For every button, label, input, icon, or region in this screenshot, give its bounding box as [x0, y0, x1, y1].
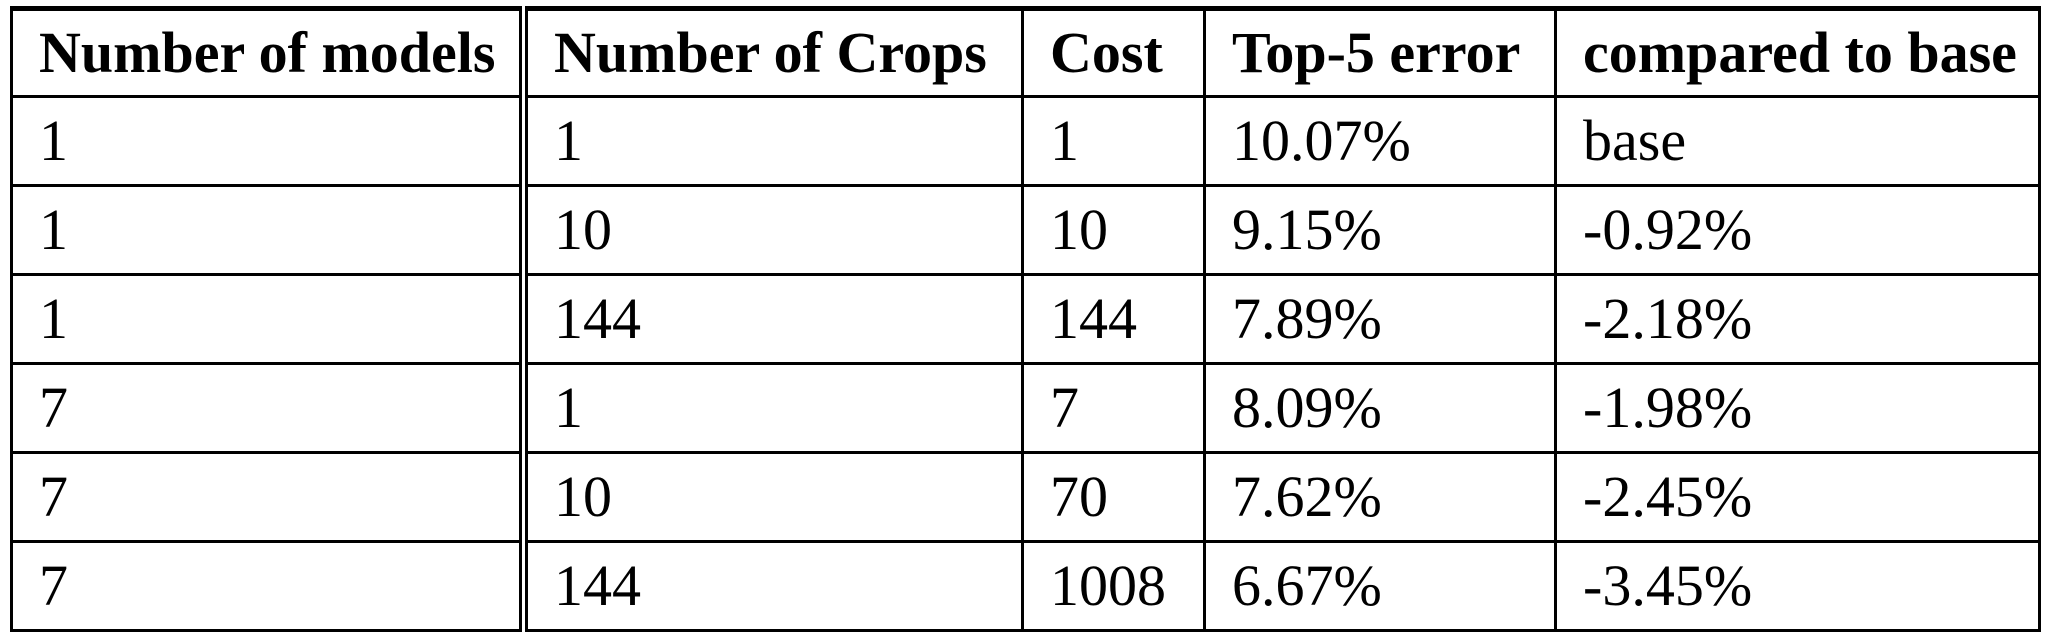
table-cell: 10: [522, 184, 1024, 276]
table-cell: 7: [10, 362, 528, 454]
table-cell: -1.98%: [1554, 362, 2041, 454]
table-header: Number of models Number of Crops Cost Top-5…: [10, 6, 2041, 98]
table-cell: -0.92%: [1554, 184, 2041, 276]
table-cell: 8.09%: [1203, 362, 1557, 454]
header-cell: Number of Crops: [522, 6, 1024, 98]
table-row: 7 144 1008 6.67% -3.45%: [10, 540, 2041, 632]
table-cell: 1: [522, 362, 1024, 454]
table-cell: 1: [10, 184, 528, 276]
table-cell: 1: [10, 95, 528, 187]
table-body: 1 1 1 10.07% base 1 10 10 9.15% -0.92% 1 144 144 7.89…: [10, 95, 2041, 632]
table-cell: 7.89%: [1203, 273, 1557, 365]
table-cell: 10.07%: [1203, 95, 1557, 187]
table-row: 1 1 1 10.07% base: [10, 95, 2041, 187]
table-cell: 1008: [1021, 540, 1206, 632]
table-cell: 1: [522, 95, 1024, 187]
table-cell: 70: [1021, 451, 1206, 543]
header-cell: Number of models: [10, 6, 528, 98]
table-cell: 144: [1021, 273, 1206, 365]
table-row: 1 144 144 7.89% -2.18%: [10, 273, 2041, 365]
table-row: 7 1 7 8.09% -1.98%: [10, 362, 2041, 454]
table-cell: 6.67%: [1203, 540, 1557, 632]
results-table: Number of models Number of Crops Cost Top-5…: [10, 6, 2041, 632]
header-cell: Cost: [1021, 6, 1206, 98]
table-cell: -2.18%: [1554, 273, 2041, 365]
table-row: 1 10 10 9.15% -0.92%: [10, 184, 2041, 276]
table-cell: 10: [522, 451, 1024, 543]
table-cell: -2.45%: [1554, 451, 2041, 543]
table-cell: 144: [522, 273, 1024, 365]
header-row: Number of models Number of Crops Cost Top-5…: [10, 6, 2041, 98]
table-cell: -3.45%: [1554, 540, 2041, 632]
table-cell: 7: [10, 540, 528, 632]
table-cell: 7: [10, 451, 528, 543]
table-row: 7 10 70 7.62% -2.45%: [10, 451, 2041, 543]
table-cell: 1: [1021, 95, 1206, 187]
header-cell: compared to base: [1554, 6, 2041, 98]
table-cell: base: [1554, 95, 2041, 187]
table-cell: 9.15%: [1203, 184, 1557, 276]
table-cell: 144: [522, 540, 1024, 632]
table-cell: 1: [10, 273, 528, 365]
table-cell: 7: [1021, 362, 1206, 454]
table-cell: 7.62%: [1203, 451, 1557, 543]
table-cell: 10: [1021, 184, 1206, 276]
header-cell: Top-5 error: [1203, 6, 1557, 98]
